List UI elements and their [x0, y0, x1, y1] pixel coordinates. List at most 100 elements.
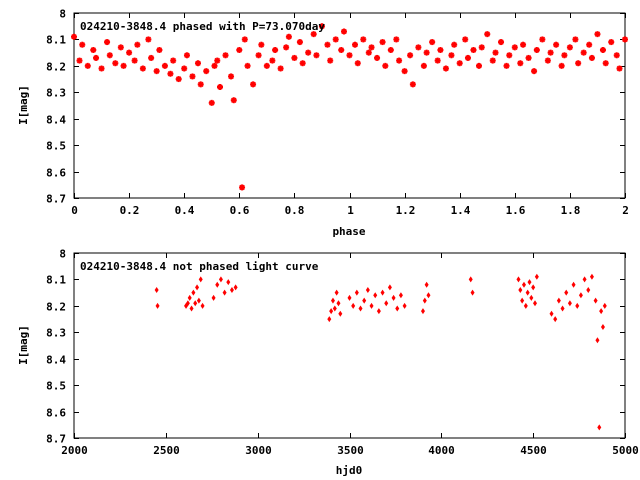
- data-point: [448, 52, 455, 59]
- data-point: [193, 300, 198, 307]
- phased-y-tick-label: 8.6: [46, 167, 66, 180]
- data-point: [334, 289, 339, 296]
- data-point: [229, 287, 234, 293]
- data-point: [527, 279, 532, 286]
- data-point: [167, 70, 174, 77]
- data-point: [564, 289, 569, 296]
- data-point: [161, 62, 168, 69]
- phased-points: [71, 23, 628, 191]
- data-point: [104, 39, 111, 46]
- data-point: [283, 44, 290, 51]
- data-point: [549, 310, 554, 317]
- data-point: [340, 28, 347, 35]
- data-point: [183, 52, 190, 59]
- data-point: [475, 62, 482, 69]
- data-point: [442, 65, 449, 72]
- data-point: [391, 294, 396, 301]
- phased-x-tick-label: 0.8: [285, 204, 305, 217]
- unphased-x-tick-label: 2500: [153, 444, 180, 457]
- phased-x-tick-label: 1.8: [561, 204, 581, 217]
- data-point: [154, 287, 159, 293]
- data-point: [277, 65, 284, 72]
- data-point: [222, 52, 229, 59]
- data-point: [200, 302, 205, 309]
- data-point: [379, 39, 386, 46]
- data-point: [398, 292, 403, 299]
- data-point: [71, 33, 77, 40]
- data-point: [420, 62, 427, 69]
- data-point: [175, 76, 182, 83]
- data-point: [434, 57, 441, 64]
- data-point: [310, 31, 317, 38]
- data-point: [384, 300, 389, 307]
- unphased-x-tick-label: 3000: [245, 444, 272, 457]
- data-point: [362, 297, 367, 304]
- data-point: [236, 47, 243, 53]
- data-point: [196, 297, 201, 304]
- data-point: [423, 49, 430, 56]
- data-point: [387, 284, 392, 291]
- data-point: [521, 281, 526, 288]
- data-point: [258, 41, 265, 48]
- data-point: [553, 41, 560, 48]
- data-point: [594, 31, 601, 38]
- data-point: [117, 44, 124, 51]
- data-point: [189, 73, 196, 80]
- data-point: [272, 47, 279, 53]
- data-point: [148, 54, 155, 61]
- data-point: [338, 47, 345, 53]
- unphased-x-tick-label: 4000: [428, 444, 455, 457]
- unphased-y-tick-label: 8.5: [46, 380, 66, 393]
- data-point: [126, 49, 133, 56]
- data-point: [566, 44, 573, 51]
- data-point: [203, 68, 210, 75]
- data-point: [520, 41, 527, 48]
- data-point: [595, 337, 600, 344]
- data-point: [373, 292, 378, 299]
- phased-chart: 0 0.2 0.4 0.6 0.8 1 1.2 1.4 1.6 1.8 2 8 8.1 8.2 8.3 8.…: [17, 8, 629, 239]
- phased-y-tick-label: 8: [59, 8, 66, 21]
- data-point: [330, 297, 335, 304]
- data-point: [187, 294, 192, 301]
- data-point: [211, 62, 218, 69]
- data-point: [395, 305, 400, 312]
- data-point: [462, 36, 469, 43]
- data-point: [208, 99, 215, 106]
- data-point: [511, 44, 518, 51]
- unphased-y-ticks: 8 8.1 8.2 8.3 8.4 8.5 8.6 8.7: [46, 248, 625, 446]
- data-point: [230, 97, 237, 104]
- unphased-chart-title: 024210-3848.4 not phased light curve: [80, 260, 319, 273]
- data-point: [197, 81, 204, 88]
- data-point: [134, 41, 141, 48]
- phased-chart-title: 024210-3848.4 phased with P=73.070day: [80, 20, 325, 33]
- data-point: [506, 52, 513, 59]
- data-point: [401, 68, 408, 75]
- data-point: [553, 316, 558, 323]
- data-point: [531, 284, 536, 291]
- data-point: [560, 305, 565, 312]
- data-point: [556, 297, 561, 304]
- data-point: [296, 39, 303, 46]
- data-point: [409, 81, 416, 88]
- unphased-x-tick-label: 3500: [337, 444, 364, 457]
- data-point: [464, 54, 471, 61]
- data-point: [561, 52, 568, 59]
- data-point: [534, 273, 539, 280]
- data-point: [580, 49, 587, 56]
- data-point: [365, 287, 370, 293]
- data-point: [170, 57, 177, 64]
- data-point: [244, 62, 251, 69]
- data-point: [597, 424, 602, 431]
- data-point: [358, 305, 363, 312]
- data-point: [593, 297, 598, 304]
- data-point: [518, 287, 523, 293]
- data-point: [346, 52, 353, 59]
- data-point: [338, 310, 343, 317]
- phased-x-tick-label: 1.6: [506, 204, 526, 217]
- unphased-y-label: I[mag]: [17, 325, 30, 365]
- data-point: [155, 302, 160, 309]
- data-point: [368, 44, 375, 51]
- data-point: [239, 184, 246, 191]
- data-point: [329, 308, 334, 315]
- data-point: [531, 68, 538, 75]
